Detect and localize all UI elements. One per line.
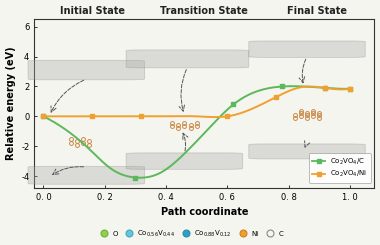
FancyBboxPatch shape	[249, 144, 365, 159]
Legend: O, Co$_{0.56}$V$_{0.44}$, Co$_{0.88}$V$_{0.12}$, Ni, C: O, Co$_{0.56}$V$_{0.44}$, Co$_{0.88}$V$_…	[94, 226, 286, 242]
Legend: Co$_2$VO$_4$/C, Co$_2$VO$_4$/Ni: Co$_2$VO$_4$/C, Co$_2$VO$_4$/Ni	[309, 153, 371, 183]
Text: Initial State: Initial State	[60, 6, 125, 16]
FancyBboxPatch shape	[249, 41, 365, 57]
Text: Transition State: Transition State	[160, 6, 248, 16]
FancyBboxPatch shape	[126, 50, 249, 68]
FancyBboxPatch shape	[126, 153, 243, 169]
Y-axis label: Relative energy (eV): Relative energy (eV)	[6, 47, 16, 160]
FancyBboxPatch shape	[28, 60, 144, 80]
FancyBboxPatch shape	[28, 166, 144, 184]
X-axis label: Path coordinate: Path coordinate	[161, 208, 248, 217]
Text: Final State: Final State	[287, 6, 347, 16]
